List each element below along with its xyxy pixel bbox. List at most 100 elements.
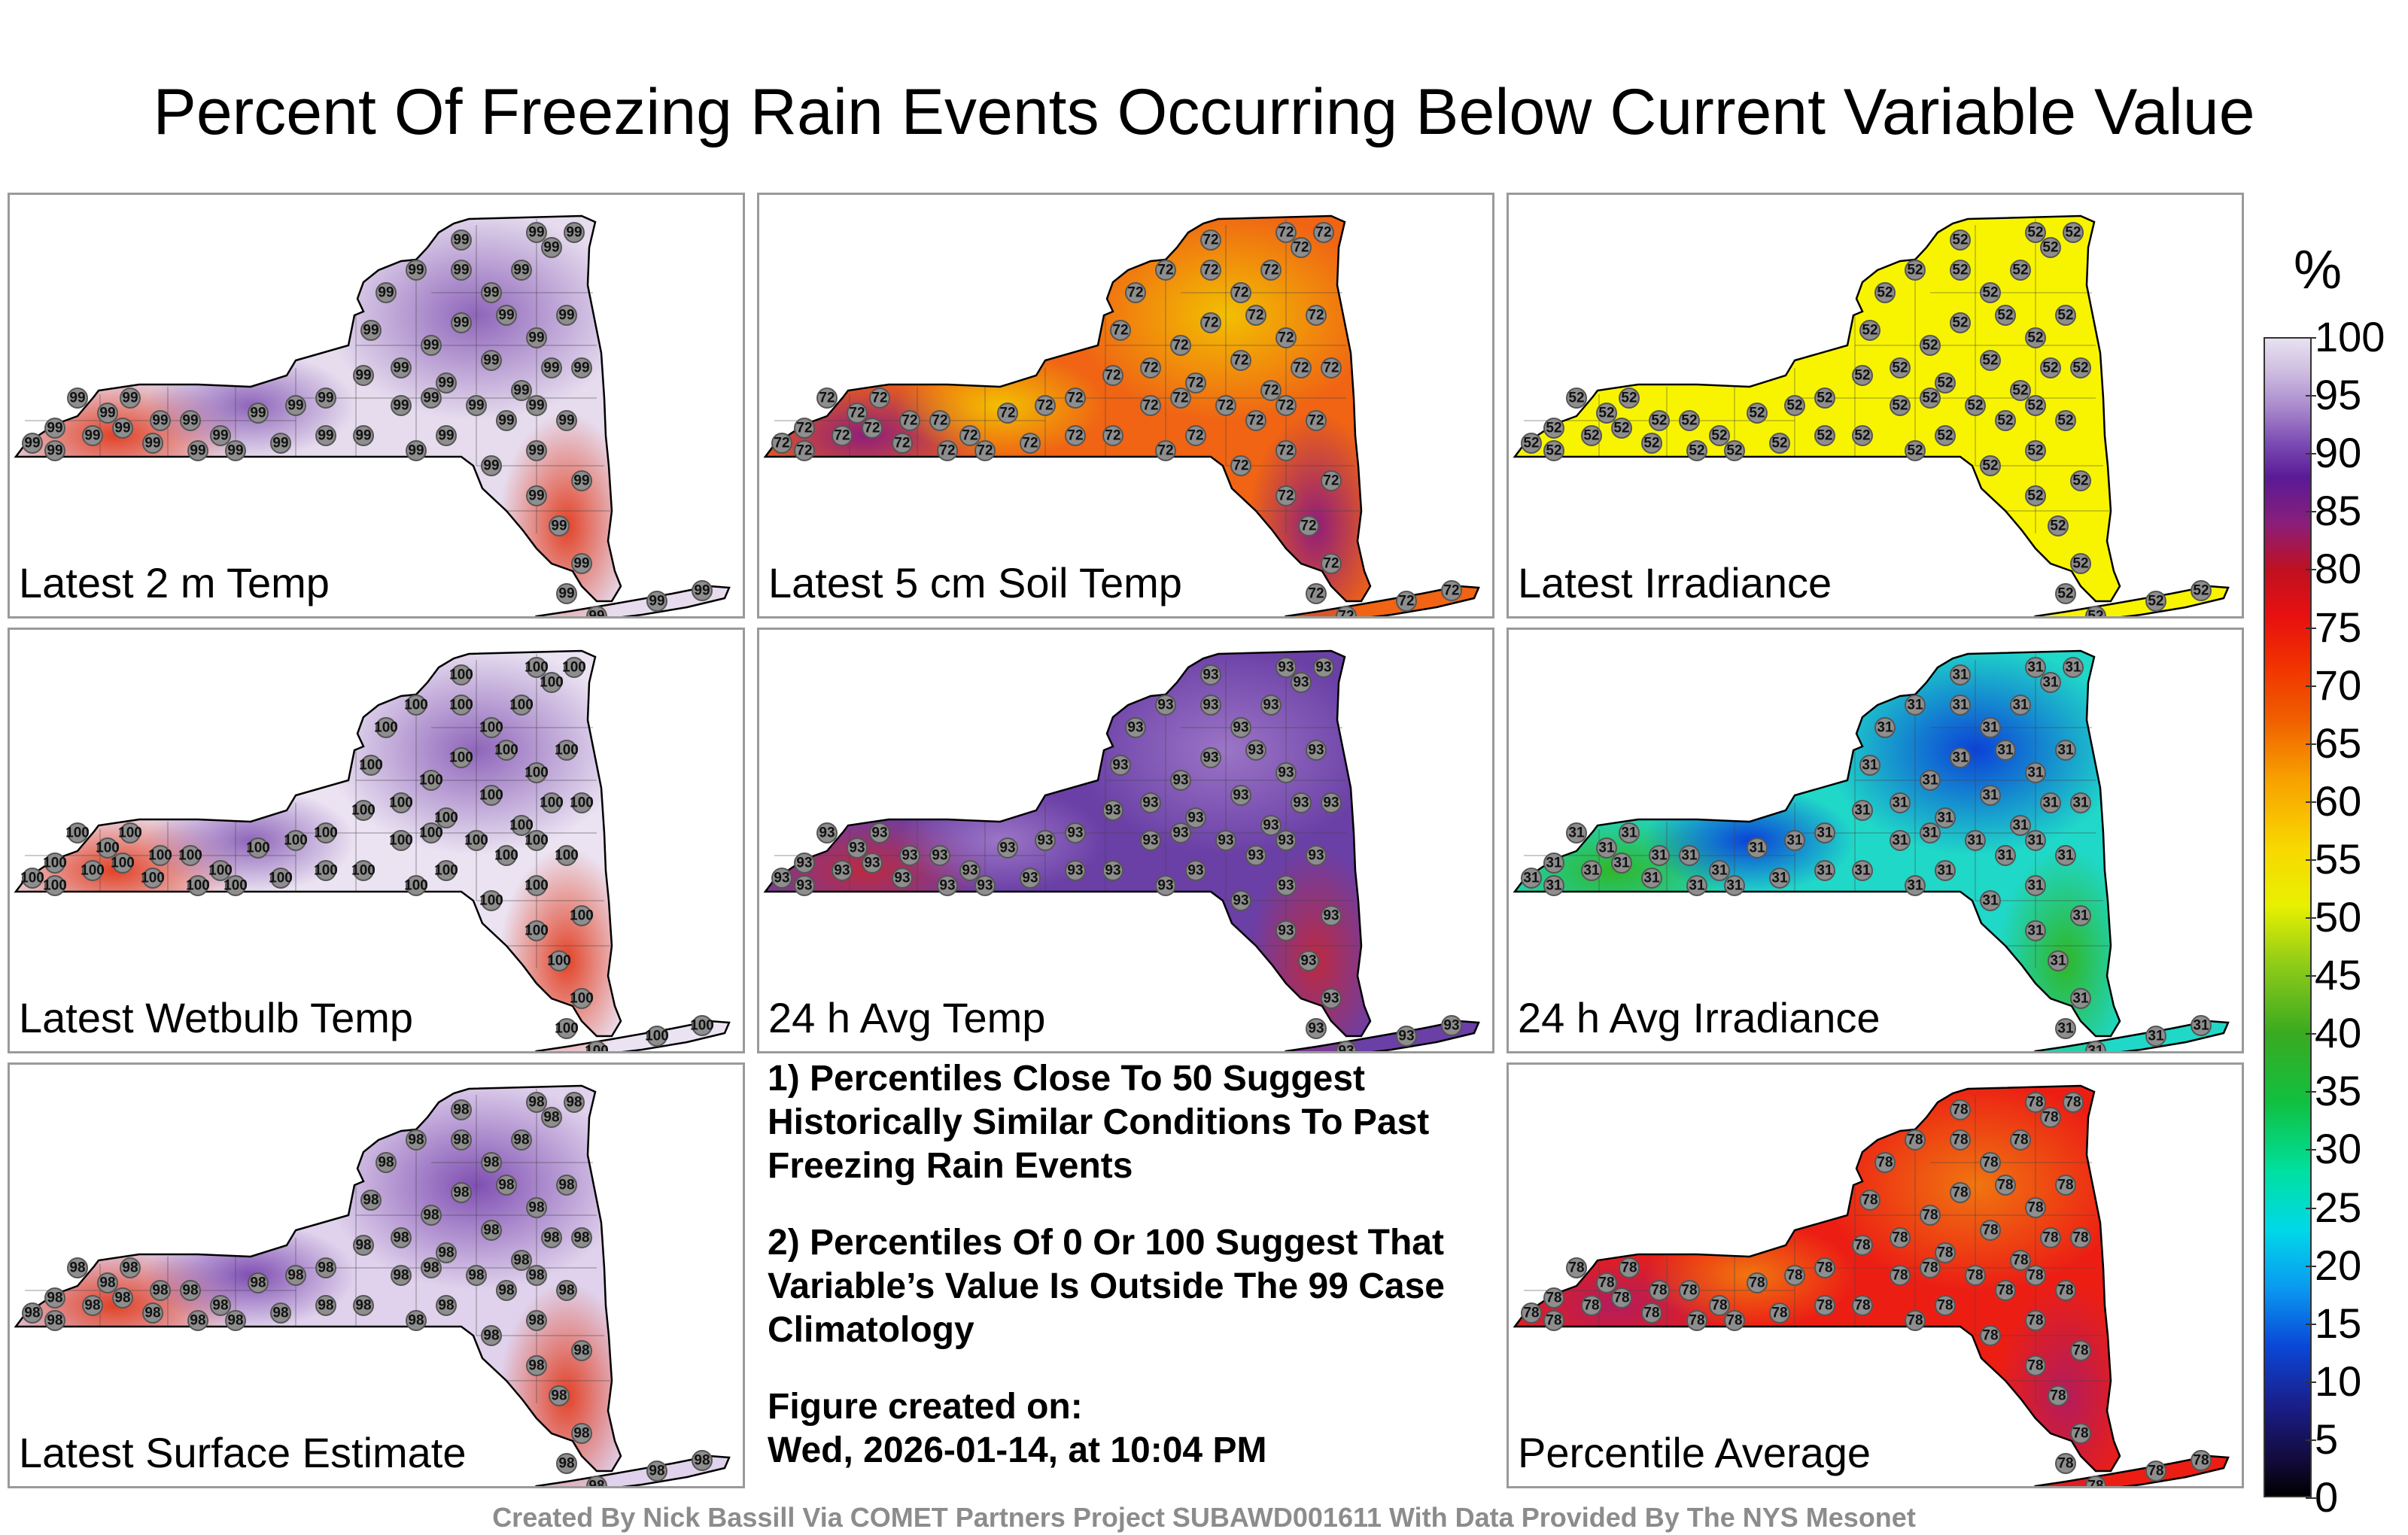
station-marker: 72	[1275, 327, 1297, 348]
station-marker: 31	[1852, 800, 1873, 821]
station-marker: 98	[180, 1280, 201, 1301]
svg-text:98: 98	[438, 1245, 454, 1261]
station-marker: 31	[2048, 950, 2069, 971]
station-marker: 93	[1065, 860, 1086, 881]
svg-text:72: 72	[1248, 308, 1263, 324]
svg-text:72: 72	[1067, 391, 1083, 406]
station-marker: 93	[1230, 785, 1251, 806]
svg-text:31: 31	[1546, 856, 1562, 871]
colorbar-tick-label: 90	[2315, 429, 2362, 477]
svg-text:100: 100	[141, 871, 165, 886]
svg-text:52: 52	[1568, 391, 1584, 406]
station-marker: 99	[511, 380, 532, 401]
station-marker: 99	[451, 229, 472, 251]
svg-text:99: 99	[227, 443, 243, 459]
station-marker: 99	[481, 350, 502, 371]
svg-text:98: 98	[438, 1298, 454, 1314]
station-marker: 99	[481, 455, 502, 476]
svg-text:52: 52	[2027, 225, 2043, 241]
station-marker: 98	[112, 1287, 133, 1309]
station-marker: 52	[1814, 388, 1835, 409]
station-marker: 93	[1200, 747, 1221, 768]
station-marker: 100	[404, 875, 428, 896]
station-marker: 99	[526, 440, 547, 461]
footer-credit: Created By Nick Bassill Via COMET Partne…	[492, 1502, 1916, 1533]
station-marker: 78	[2070, 1227, 2091, 1248]
svg-text:72: 72	[1172, 391, 1188, 406]
station-marker: 99	[360, 320, 382, 341]
svg-text:99: 99	[483, 353, 499, 369]
station-marker: 78	[1980, 1152, 2001, 1173]
station-marker: 52	[1874, 282, 1896, 303]
svg-text:99: 99	[355, 428, 371, 444]
svg-text:93: 93	[962, 863, 977, 879]
svg-text:52: 52	[1952, 315, 1968, 331]
svg-text:99: 99	[453, 263, 469, 278]
svg-text:98: 98	[513, 1253, 529, 1269]
svg-text:99: 99	[453, 315, 469, 331]
svg-text:31: 31	[2012, 698, 2029, 713]
svg-text:98: 98	[122, 1260, 138, 1276]
station-marker: 99	[436, 425, 457, 446]
station-marker: 93	[1306, 740, 1327, 761]
svg-text:31: 31	[1689, 878, 1705, 894]
colorbar-tick-label: 65	[2315, 719, 2362, 767]
svg-text:100: 100	[509, 818, 534, 834]
station-marker: 31	[1543, 853, 1564, 874]
svg-text:52: 52	[2193, 583, 2209, 599]
svg-text:93: 93	[1278, 923, 1294, 939]
station-marker: 93	[937, 875, 958, 896]
svg-text:98: 98	[551, 1388, 567, 1404]
colorbar-tick-label: 40	[2315, 1009, 2362, 1057]
station-marker: 72	[974, 440, 996, 461]
station-marker: 72	[1245, 305, 1266, 326]
station-marker: 72	[816, 388, 838, 409]
station-marker: 78	[1641, 1302, 1662, 1324]
svg-text:52: 52	[1854, 368, 1870, 384]
svg-text:72: 72	[834, 428, 850, 444]
station-marker: 98	[406, 1129, 427, 1150]
svg-text:100: 100	[570, 908, 594, 924]
svg-text:52: 52	[1749, 406, 1765, 421]
svg-text:99: 99	[694, 583, 710, 599]
svg-text:99: 99	[99, 406, 115, 421]
station-marker: 100	[524, 920, 549, 941]
station-marker: 72	[1291, 357, 1312, 378]
station-marker: 72	[1185, 372, 1206, 394]
svg-text:98: 98	[558, 1178, 574, 1193]
station-marker: 93	[1245, 740, 1266, 761]
svg-text:72: 72	[1105, 428, 1120, 444]
state-outline	[1513, 1084, 2121, 1473]
colorbar-tick-mark	[2306, 685, 2316, 687]
svg-text:31: 31	[2065, 660, 2081, 676]
station-marker: 72	[1321, 357, 1342, 378]
station-marker: 72	[1321, 553, 1342, 574]
svg-text:100: 100	[314, 825, 338, 841]
station-marker: 100	[479, 717, 503, 738]
station-marker: 98	[315, 1295, 336, 1316]
panel-label: Percentile Average	[1518, 1429, 1871, 1476]
svg-text:93: 93	[1105, 803, 1120, 819]
svg-text:100: 100	[585, 1044, 609, 1054]
colorbar-tick-label: 5	[2315, 1415, 2339, 1463]
svg-text:31: 31	[1568, 825, 1585, 841]
svg-text:93: 93	[939, 878, 955, 894]
station-marker: 52	[1769, 433, 1790, 454]
station-marker: 98	[526, 1310, 547, 1331]
station-marker: 31	[2040, 672, 2061, 693]
svg-text:72: 72	[1308, 308, 1324, 324]
colorbar-tick-mark	[2306, 453, 2316, 455]
svg-text:98: 98	[543, 1110, 559, 1126]
station-marker: 78	[1890, 1265, 1911, 1286]
map-geometry: 78 78 78 78 78 78 78 78 78 78 78 78 78 78 78 78 78 78 78 78…	[1513, 1084, 2230, 1486]
station-marker: 72	[1170, 388, 1191, 409]
station-marker: 78	[2063, 1092, 2084, 1113]
svg-text:72: 72	[1022, 436, 1038, 451]
panel-label: Latest 2 m Temp	[19, 559, 330, 606]
svg-text:52: 52	[1523, 436, 1539, 451]
station-marker: 93	[832, 860, 853, 881]
svg-text:31: 31	[2050, 953, 2066, 969]
station-marker: 31	[2085, 1041, 2106, 1051]
station-marker: 93	[1275, 657, 1297, 678]
svg-text:100: 100	[148, 848, 172, 864]
